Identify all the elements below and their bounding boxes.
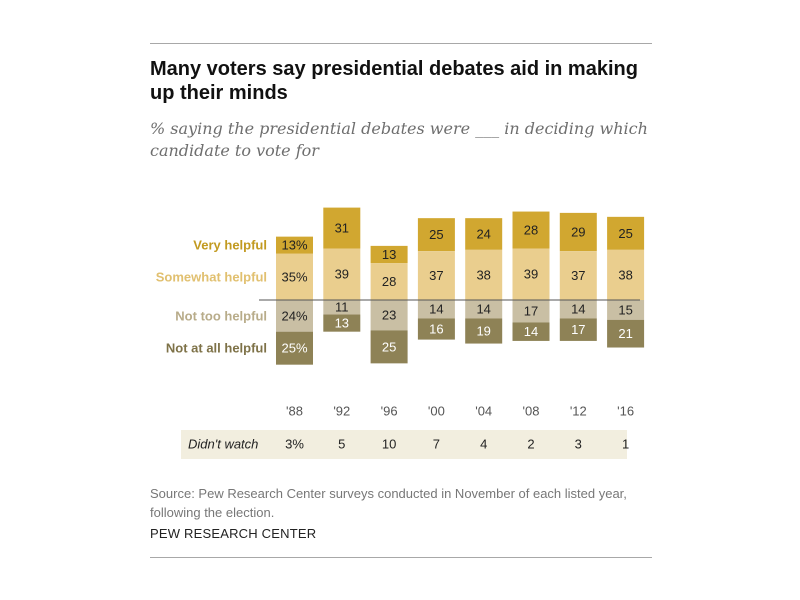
chart-subtitle: % saying the presidential debates were _… [150,119,648,160]
data-label-not-too-helpful: 14 [571,302,585,317]
bar-segment-not-too-helpful [607,300,645,320]
didnt-watch-value: 1 [622,436,629,451]
bar-segment-somewhat-helpful [370,263,408,300]
data-label-very-helpful: 28 [524,222,538,237]
data-label-not-at-all-helpful: 25% [281,341,307,356]
bar-segment-not-at-all-helpful [607,319,645,348]
bar-segment-very-helpful [417,218,455,252]
series-label-not-too-helpful: Not too helpful [175,308,267,323]
bottom-rule [150,557,652,558]
data-label-somewhat-helpful: 38 [476,267,490,282]
x-tick-label: '92 [333,403,350,418]
bar-segment-very-helpful [512,211,550,249]
data-label-very-helpful: 25 [429,227,443,242]
data-label-very-helpful: 24 [476,226,490,241]
data-label-not-at-all-helpful: 17 [571,322,585,337]
bar-segment-not-at-all-helpful [512,322,550,341]
bar-segment-very-helpful [276,236,313,254]
didnt-watch-value: 4 [480,436,487,451]
bar-segment-somewhat-helpful [607,249,645,300]
data-label-very-helpful: 13 [382,247,396,262]
x-tick-label: '88 [286,403,303,418]
bar-segment-not-at-all-helpful [417,318,455,340]
brand-label: PEW RESEARCH CENTER [150,526,317,541]
x-tick-label: '16 [617,403,634,418]
bar-segment-somewhat-helpful [276,253,313,300]
bar-segment-not-too-helpful [417,300,455,319]
data-label-not-too-helpful: 23 [382,308,396,323]
data-label-not-at-all-helpful: 19 [476,323,490,338]
data-label-somewhat-helpful: 39 [524,267,538,282]
data-label-not-at-all-helpful: 14 [524,324,538,339]
series-label-not-at-all-helpful: Not at all helpful [166,341,267,356]
data-label-very-helpful: 29 [571,224,585,239]
data-label-not-too-helpful: 17 [524,304,538,319]
bar-segment-very-helpful [607,216,645,250]
bar-segment-not-at-all-helpful [276,331,313,365]
data-label-not-at-all-helpful: 21 [618,326,632,341]
data-label-not-too-helpful: 14 [476,302,490,317]
data-label-somewhat-helpful: 37 [429,268,443,283]
bar-segment-not-too-helpful [323,300,361,315]
series-label-somewhat-helpful: Somewhat helpful [156,269,267,284]
top-rule [150,43,652,44]
didnt-watch-value: 5 [338,436,345,451]
chart-title: Many voters say presidential debates aid… [150,58,638,104]
bar-segment-not-too-helpful [370,300,408,331]
didnt-watch-label: Didn't watch [188,436,258,451]
data-label-not-too-helpful: 11 [335,300,349,315]
data-label-not-at-all-helpful: 16 [429,321,443,336]
data-label-not-too-helpful: 14 [429,302,443,317]
bar-segment-not-too-helpful [559,300,597,319]
data-label-somewhat-helpful: 39 [335,267,349,282]
bar-segment-somewhat-helpful [417,251,455,300]
bar-segment-not-too-helpful [465,300,503,319]
bar-segment-not-at-all-helpful [323,314,361,332]
x-tick-label: '12 [570,403,587,418]
data-label-not-too-helpful: 24% [281,308,307,323]
didnt-watch-value: 7 [433,436,440,451]
bar-segment-not-at-all-helpful [465,318,503,344]
bar-segment-somewhat-helpful [512,248,550,300]
didnt-watch-row [181,430,627,459]
bar-segment-not-at-all-helpful [559,318,597,341]
bar-segment-not-at-all-helpful [370,330,408,364]
data-label-very-helpful: 25 [618,226,632,241]
x-tick-label: '00 [428,403,445,418]
x-tick-label: '08 [523,403,540,418]
bar-segment-very-helpful [323,207,361,249]
bar-segment-somewhat-helpful [323,248,361,300]
bar-segment-very-helpful [559,212,597,252]
data-label-somewhat-helpful: 35% [281,269,307,284]
bar-segment-very-helpful [370,245,408,264]
bar-segment-not-too-helpful [276,300,313,332]
data-label-very-helpful: 31 [335,220,349,235]
data-label-not-at-all-helpful: 25 [382,339,396,354]
data-label-somewhat-helpful: 28 [382,274,396,289]
didnt-watch-value: 2 [527,436,534,451]
data-label-very-helpful: 13% [281,238,307,253]
data-label-somewhat-helpful: 37 [571,268,585,283]
bar-segment-somewhat-helpful [559,251,597,300]
didnt-watch-value: 10 [382,436,396,451]
x-tick-label: '04 [475,403,492,418]
data-label-not-at-all-helpful: 13 [335,316,349,331]
source-note: Source: Pew Research Center surveys cond… [150,486,627,520]
series-label-very-helpful: Very helpful [193,238,267,253]
x-tick-label: '96 [381,403,398,418]
didnt-watch-value: 3% [285,436,304,451]
bar-segment-somewhat-helpful [465,249,503,300]
didnt-watch-value: 3 [575,436,582,451]
bar-segment-very-helpful [465,218,503,250]
data-label-not-too-helpful: 15 [618,302,632,317]
bar-segment-not-too-helpful [512,300,550,323]
data-label-somewhat-helpful: 38 [618,267,632,282]
